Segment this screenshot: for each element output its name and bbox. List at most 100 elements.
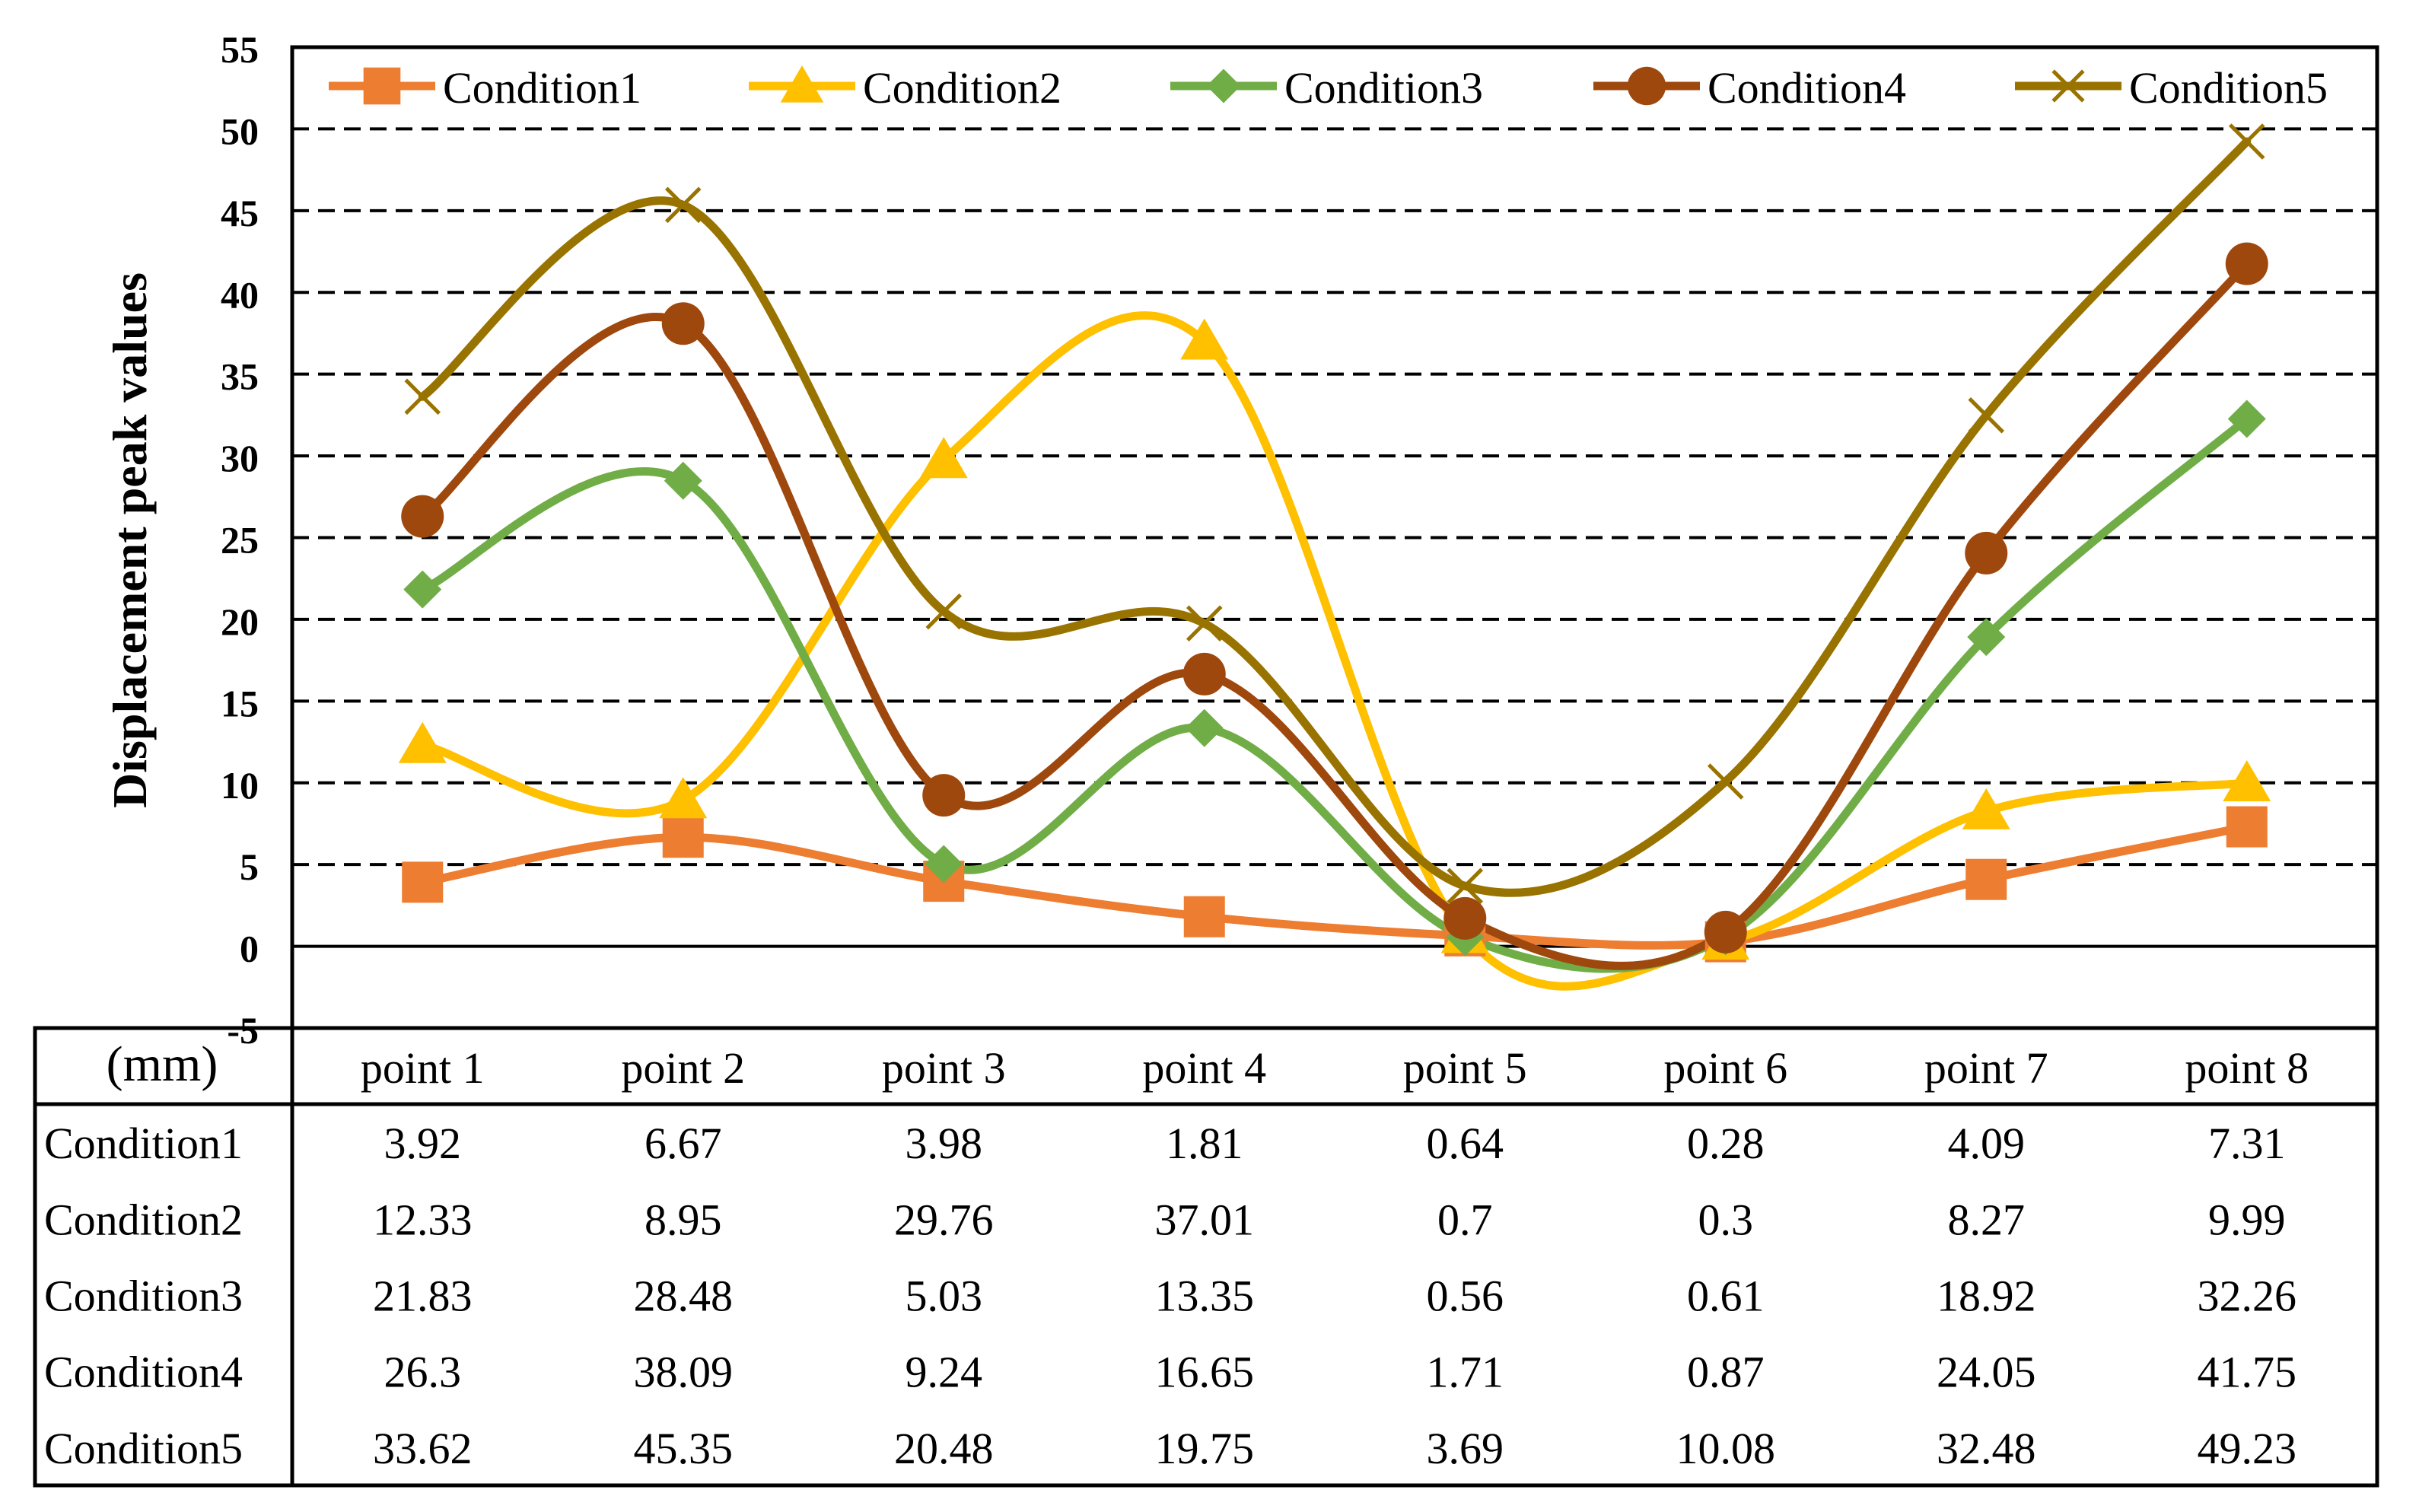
y-tick-label: 55 (221, 28, 259, 71)
table-cell: 19.75 (1155, 1424, 1255, 1473)
x-marker-stroke (1968, 397, 2005, 434)
x-marker-stroke (664, 186, 702, 224)
category-label: point 5 (1403, 1043, 1527, 1093)
table-cell: 13.35 (1155, 1272, 1255, 1321)
data-point-condition3 (2227, 399, 2266, 438)
y-tick-label: 5 (240, 845, 259, 888)
data-point-condition1 (1965, 858, 2007, 900)
y-tick-label: 30 (221, 437, 259, 479)
data-point-condition3 (1967, 618, 2006, 657)
table-cell: 20.48 (894, 1424, 994, 1473)
table-cell: 0.61 (1687, 1272, 1765, 1321)
unit-label: (mm) (107, 1036, 218, 1092)
table-row-label: Condition2 (44, 1195, 243, 1244)
data-point-condition1 (402, 861, 444, 903)
data-point-condition4 (2225, 242, 2268, 285)
legend-item-condition5: Condition5 (2015, 63, 2328, 113)
y-tick-label: 35 (221, 355, 259, 398)
table-cell: 18.92 (1937, 1272, 2036, 1321)
table-cell: 28.48 (634, 1272, 734, 1321)
table-cell: 32.26 (2198, 1272, 2297, 1321)
series-lines (418, 137, 2252, 991)
table-cell: 1.71 (1427, 1348, 1504, 1397)
table-cell: 0.28 (1687, 1119, 1765, 1168)
data-point-condition4 (922, 774, 966, 817)
data-table: point 1 point 2 point 3 point 4 point 5 point… (44, 1043, 2309, 1473)
legend-label: Condition1 (443, 63, 641, 113)
data-point-condition1 (1183, 896, 1225, 937)
x-marker-stroke (1447, 867, 1484, 905)
legend-item-condition2: Condition2 (749, 63, 1061, 113)
table-cell: 9.24 (906, 1348, 983, 1397)
series-markers (398, 123, 2271, 963)
x-marker-stroke (404, 378, 441, 415)
x-marker-stroke (1186, 605, 1223, 642)
data-point-condition4 (1443, 896, 1487, 940)
x-marker-stroke (1707, 763, 1744, 800)
data-point-condition5 (404, 378, 441, 415)
data-point-condition5 (1968, 397, 2005, 434)
table-cell: 0.7 (1437, 1195, 1493, 1244)
table-cell: 1.81 (1166, 1119, 1243, 1168)
legend-marker-x-icon (2051, 69, 2085, 103)
data-point-condition5 (2228, 123, 2265, 160)
table-cell: 4.09 (1948, 1119, 2026, 1168)
table-frame (33, 1026, 2379, 1488)
data-point-condition4 (1965, 531, 2008, 575)
category-label: point 8 (2185, 1043, 2309, 1093)
y-tick-label: -5 (227, 1009, 259, 1052)
series-line-condition3 (418, 415, 2252, 973)
table-cell: 0.3 (1698, 1195, 1754, 1244)
data-point-condition5 (1447, 867, 1484, 905)
data-point-condition1 (2226, 806, 2268, 848)
y-tick-label: 10 (221, 764, 259, 807)
legend-label: Condition3 (1284, 63, 1483, 113)
category-label: point 6 (1663, 1043, 1787, 1093)
table-cell: 3.98 (906, 1119, 983, 1168)
y-tick-label: 40 (221, 273, 259, 316)
legend-marker-circle-icon (1627, 66, 1666, 106)
y-tick-label: 50 (221, 110, 259, 152)
table-cell: 21.83 (373, 1272, 473, 1321)
legend-item-condition1: Condition1 (329, 63, 641, 113)
data-point-condition4 (1704, 910, 1747, 953)
data-point-condition3 (664, 461, 702, 500)
table-cell: 45.35 (634, 1424, 734, 1473)
table-cell: 37.01 (1155, 1195, 1255, 1244)
legend-marker-diamond-icon (1206, 68, 1241, 103)
y-tick-label: 15 (221, 682, 259, 724)
table-row-label: Condition1 (44, 1119, 243, 1168)
data-point-condition3 (403, 570, 442, 609)
y-axis-label: Displacement peak values (103, 272, 157, 808)
series-line-condition5 (418, 137, 2252, 897)
category-label: point 3 (882, 1043, 1006, 1093)
category-label: point 7 (1924, 1043, 2048, 1093)
data-point-condition4 (1182, 652, 1226, 696)
legend-marker-square-icon (363, 67, 401, 105)
x-marker-stroke (925, 593, 963, 630)
data-point-condition5 (925, 593, 963, 630)
table-cell: 9.99 (2208, 1195, 2286, 1244)
frames (33, 45, 2379, 1488)
legend-label: Condition4 (1708, 63, 1906, 113)
table-row-label: Condition4 (44, 1348, 243, 1397)
table-cell: 5.03 (906, 1272, 983, 1321)
table-cell: 0.87 (1687, 1348, 1765, 1397)
x-marker-stroke (2228, 123, 2265, 160)
table-cell: 38.09 (634, 1348, 734, 1397)
legend-item-condition3: Condition3 (1170, 63, 1483, 113)
series-line-condition2 (418, 311, 2252, 991)
data-point-condition2 (659, 777, 708, 819)
table-cell: 3.92 (384, 1119, 462, 1168)
table-row-label: Condition3 (44, 1272, 243, 1321)
table-cell: 10.08 (1676, 1424, 1776, 1473)
category-label: point 1 (361, 1043, 485, 1093)
data-point-condition5 (664, 186, 702, 224)
series-line-condition4 (418, 259, 2252, 970)
data-point-condition2 (2223, 759, 2271, 801)
data-point-condition3 (1185, 708, 1224, 747)
y-tick-label: 25 (221, 519, 259, 562)
table-row-label: Condition5 (44, 1424, 243, 1473)
